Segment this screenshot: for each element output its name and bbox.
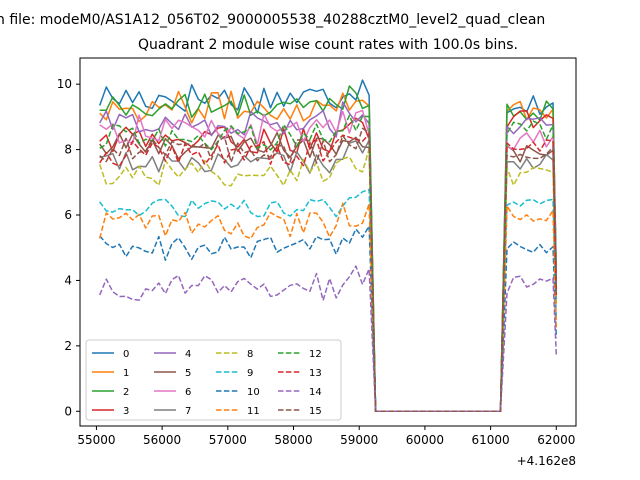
- legend-label-9: 9: [247, 368, 253, 379]
- series-line-12: [99, 114, 558, 413]
- series-line-15: [99, 127, 558, 413]
- legend-label-3: 3: [123, 406, 129, 417]
- plot-frame: [79, 57, 577, 427]
- y-tick-label: 0: [64, 404, 72, 418]
- x-axis-offset-label: +4.162e8: [517, 454, 576, 468]
- legend-label-10: 10: [247, 387, 260, 398]
- y-tick-label: 4: [64, 273, 72, 287]
- legend-label-1: 1: [123, 368, 129, 379]
- legend-label-15: 15: [309, 406, 322, 417]
- x-tick-label: 61000: [472, 433, 510, 447]
- figure-suptitle: n file: modeM0/AS1A12_056T02_9000005538_…: [0, 12, 545, 28]
- y-tick-label: 2: [64, 339, 72, 353]
- x-tick-label: 62000: [537, 433, 575, 447]
- legend-frame: [85, 339, 342, 421]
- legend-label-14: 14: [309, 387, 322, 398]
- series-line-14: [99, 265, 558, 413]
- x-tick-label: 58000: [274, 433, 312, 447]
- legend-label-4: 4: [185, 349, 191, 360]
- x-tick-label: 59000: [340, 433, 378, 447]
- y-tick-label: 10: [57, 77, 72, 91]
- legend-label-12: 12: [309, 349, 322, 360]
- x-tick-label: 57000: [209, 433, 247, 447]
- legend-label-2: 2: [123, 387, 129, 398]
- legend-label-5: 5: [185, 368, 191, 379]
- x-axis: 55000 56000 57000 58000 59000 60000 61000 62000: [77, 426, 575, 447]
- legend-label-7: 7: [185, 406, 191, 417]
- legend-label-13: 13: [309, 368, 322, 379]
- series-lines: [98, 79, 558, 413]
- x-tick-label: 56000: [143, 433, 181, 447]
- legend-label-6: 6: [185, 387, 191, 398]
- y-tick-label: 6: [64, 208, 72, 222]
- y-tick-label: 8: [64, 143, 72, 157]
- series-line-8: [98, 148, 558, 413]
- legend-label-11: 11: [247, 406, 260, 417]
- legend-label-0: 0: [123, 349, 129, 360]
- legend-label-8: 8: [247, 349, 253, 360]
- x-tick-label: 55000: [77, 433, 115, 447]
- y-axis: 0 2 4 6 8 10: [57, 77, 80, 418]
- chart-title: Quadrant 2 module wise count rates with …: [138, 37, 518, 53]
- x-tick-label: 60000: [406, 433, 444, 447]
